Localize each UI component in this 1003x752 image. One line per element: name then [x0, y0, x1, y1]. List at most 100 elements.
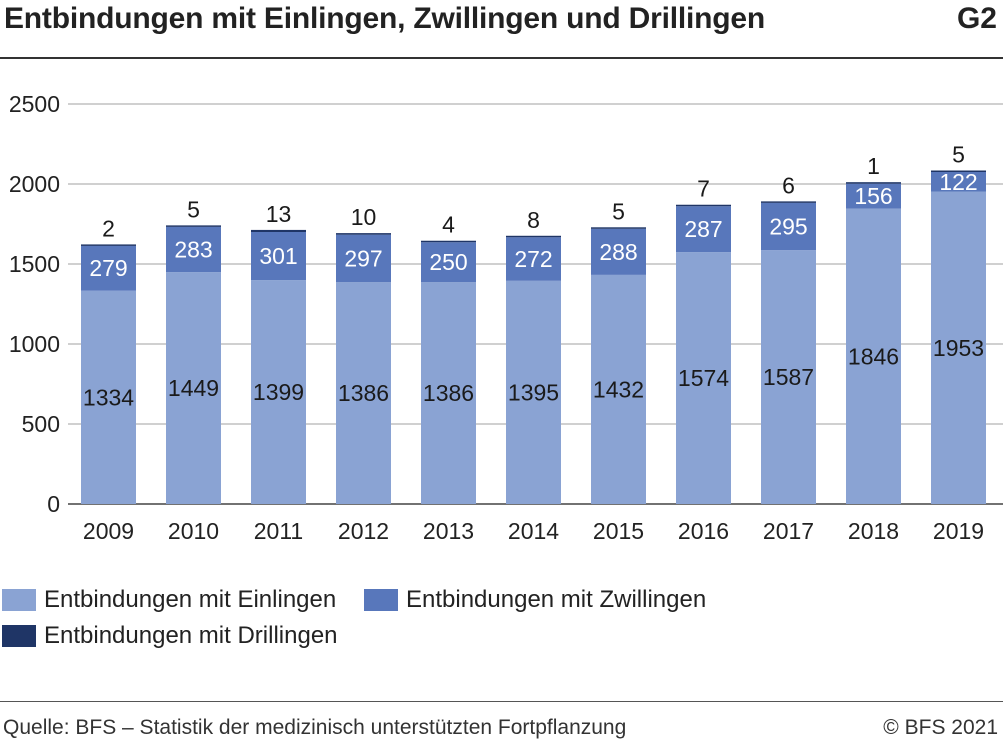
y-tick-label: 2000	[9, 171, 60, 197]
data-label: 283	[174, 237, 212, 263]
bar-segment	[421, 282, 476, 504]
bar-segment	[251, 280, 306, 504]
legend-item-einlinge: Entbindungen mit Einlingen	[2, 586, 336, 614]
data-label: 301	[259, 243, 297, 269]
bar-segment	[506, 235, 561, 238]
legend-swatch-drillinge	[2, 625, 36, 647]
data-label: 5	[612, 198, 625, 224]
bar-segment	[846, 183, 901, 209]
data-label: 1	[867, 153, 880, 179]
legend: Entbindungen mit Einlingen Entbindungen …	[0, 582, 1003, 662]
data-label: 1953	[933, 335, 984, 361]
bar-segment	[251, 232, 306, 281]
bottom-divider	[0, 701, 1003, 702]
bar-segment	[81, 290, 136, 504]
data-label: 1846	[848, 343, 899, 369]
bar-segment	[761, 201, 816, 203]
data-label: 295	[769, 213, 807, 239]
bar-segment	[591, 274, 646, 504]
data-label: 156	[854, 183, 892, 209]
legend-swatch-einlinge	[2, 589, 36, 611]
bar-segment	[251, 229, 306, 232]
top-divider	[0, 57, 1003, 59]
bar-segment	[761, 202, 816, 251]
data-label: 5	[952, 142, 965, 168]
bar-segment	[931, 191, 986, 504]
data-label: 1399	[253, 379, 304, 405]
data-label: 10	[351, 204, 377, 230]
bar-segment	[506, 280, 561, 504]
bar-segment	[591, 228, 646, 275]
x-tick-label: 2015	[593, 518, 644, 544]
legend-label-zwillinge: Entbindungen mit Zwillingen	[406, 586, 707, 613]
source-note: Quelle: BFS – Statistik der medizinisch …	[3, 716, 627, 739]
y-tick-label: 1000	[9, 331, 60, 357]
legend-label-einlinge: Entbindungen mit Einlingen	[44, 586, 337, 613]
x-tick-label: 2019	[933, 518, 984, 544]
bar-segment	[676, 252, 731, 504]
data-label: 4	[442, 212, 455, 238]
bar-segment	[591, 227, 646, 229]
data-label: 1386	[338, 380, 389, 406]
data-label: 1386	[423, 380, 474, 406]
bar-segment	[506, 237, 561, 281]
bar-segment	[336, 234, 391, 283]
data-label: 272	[514, 246, 552, 272]
x-tick-label: 2018	[848, 518, 899, 544]
x-tick-label: 2014	[508, 518, 559, 544]
data-label: 250	[429, 249, 467, 275]
data-label: 1449	[168, 375, 219, 401]
bar-segment	[336, 282, 391, 504]
legend-item-zwillinge: Entbindungen mit Zwillingen	[364, 586, 706, 614]
x-tick-label: 2010	[168, 518, 219, 544]
bar-segment	[931, 170, 986, 172]
chart-code: G2	[956, 2, 997, 35]
bar-segment	[81, 244, 136, 246]
data-label: 1395	[508, 379, 559, 405]
x-tick-label: 2009	[83, 518, 134, 544]
data-label: 1334	[83, 384, 134, 410]
bar-segment	[166, 272, 221, 504]
x-tick-label: 2017	[763, 518, 814, 544]
data-label: 6	[782, 172, 795, 198]
stacked-bar-chart: 0 500 1000 1500 2000 2500 1334 279 2 2009 1449 283 5…	[9, 91, 1003, 544]
x-tick-label: 2011	[254, 518, 303, 544]
data-label: 122	[939, 169, 977, 195]
x-tick-label: 2012	[338, 518, 389, 544]
chart-title: Entbindungen mit Einlingen, Zwillingen u…	[4, 2, 766, 35]
legend-label-drillinge: Entbindungen mit Drillingen	[44, 622, 338, 649]
bar-segment	[761, 250, 816, 504]
bar-segment	[336, 233, 391, 235]
bar-segment	[81, 245, 136, 291]
y-tick-label: 1500	[9, 251, 60, 277]
x-tick-label: 2013	[423, 518, 474, 544]
y-tick-label: 2500	[9, 91, 60, 117]
bar-segment	[931, 172, 986, 192]
data-label: 297	[344, 245, 382, 271]
data-label: 13	[266, 201, 292, 227]
copyright-note: © BFS 2021	[883, 716, 998, 739]
bar-segment	[676, 206, 731, 253]
bar-segment	[166, 225, 221, 227]
legend-swatch-zwillinge	[364, 589, 398, 611]
legend-item-drillinge: Entbindungen mit Drillingen	[2, 622, 338, 650]
data-label: 279	[89, 255, 127, 281]
data-label: 287	[684, 216, 722, 242]
bar-segment	[846, 208, 901, 504]
data-label: 5	[187, 196, 200, 222]
data-label: 8	[527, 207, 540, 233]
data-label: 1432	[593, 376, 644, 402]
bar-segment	[166, 226, 221, 273]
x-tick-label: 2016	[678, 518, 729, 544]
bar-segment	[421, 240, 476, 243]
data-label: 2	[102, 215, 115, 241]
y-tick-label: 0	[47, 491, 60, 517]
data-label: 1574	[678, 365, 729, 391]
data-label: 7	[697, 176, 710, 202]
y-tick-label: 500	[22, 411, 60, 437]
bar-segment	[676, 204, 731, 207]
data-label: 1587	[763, 364, 814, 390]
data-label: 288	[599, 239, 637, 265]
bar-segment	[421, 242, 476, 283]
bar-segment	[846, 182, 901, 184]
